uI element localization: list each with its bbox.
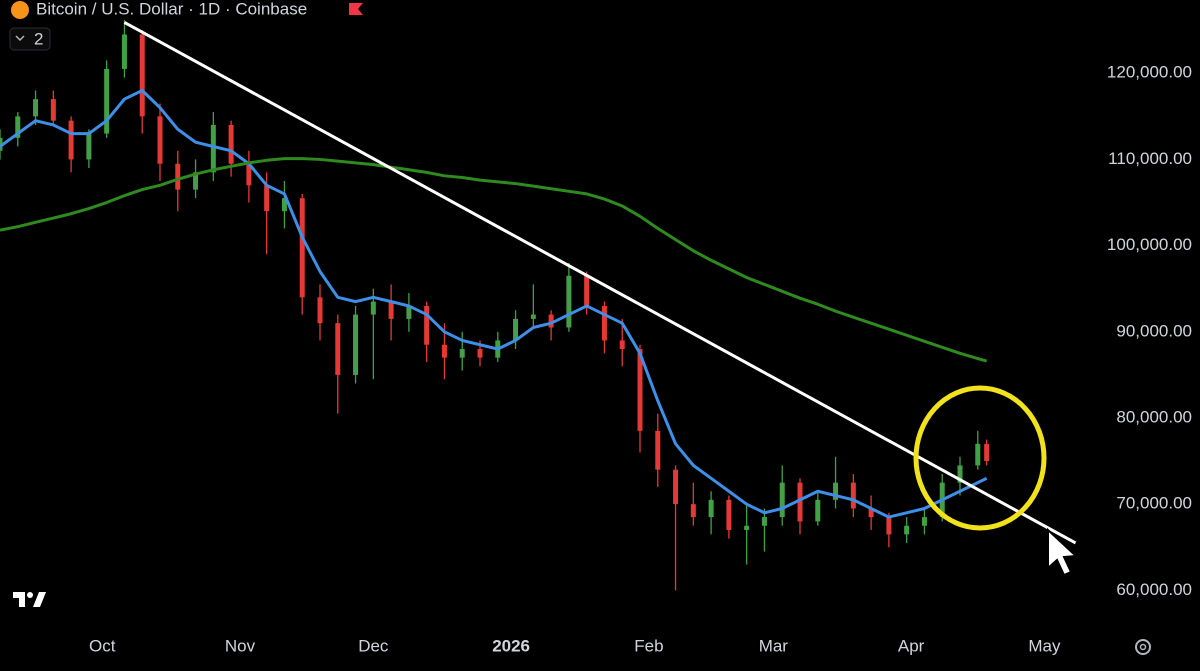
candle-body: [121, 34, 127, 69]
x-tick-label: Feb: [634, 636, 663, 655]
candle-body: [886, 517, 892, 535]
x-tick-label: May: [1028, 636, 1061, 655]
y-tick-label: 80,000.00: [1116, 407, 1192, 426]
tradingview-logo: [13, 592, 46, 607]
candle-body: [655, 430, 661, 470]
chevron-icon: [15, 35, 25, 42]
candle-body: [406, 305, 412, 319]
candle-body: [548, 314, 554, 328]
candle-body: [619, 340, 625, 350]
moving-average-line: [0, 88, 988, 519]
indicator-count: 2: [34, 29, 43, 48]
candle-body: [984, 443, 990, 462]
y-tick-label: 110,000.00: [1108, 149, 1192, 168]
candle-body: [477, 349, 483, 358]
candle-body: [850, 482, 856, 509]
candle-body: [68, 120, 74, 160]
candle-body: [975, 443, 981, 466]
y-tick-label: 120,000.00: [1107, 63, 1192, 82]
candle-body: [957, 465, 963, 483]
candle-body: [388, 301, 394, 319]
moving-average-line: [0, 157, 988, 363]
candle-body: [424, 305, 430, 345]
chart-title: Bitcoin / U.S. Dollar · 1D · Coinbase: [36, 0, 307, 18]
x-tick-label: Dec: [358, 636, 389, 655]
candle-body: [33, 99, 39, 117]
candle-body: [744, 525, 750, 531]
candle-body: [299, 198, 305, 298]
candle-body: [228, 124, 234, 164]
candle-body: [370, 301, 376, 315]
candle-body: [15, 116, 21, 138]
candle-body: [584, 275, 590, 306]
candle-body: [175, 163, 181, 190]
candle-body: [779, 482, 785, 518]
x-tick-label: Oct: [89, 636, 116, 655]
candle-body: [317, 297, 323, 324]
candle-body: [157, 116, 163, 164]
candle-body: [193, 172, 199, 190]
x-tick-label: Nov: [225, 636, 256, 655]
cursor-icon: [1047, 527, 1079, 577]
y-tick-label: 70,000.00: [1116, 494, 1192, 513]
candle-body: [139, 34, 145, 117]
x-tick-label: Mar: [759, 636, 789, 655]
indicator-badge[interactable]: [9, 27, 51, 51]
candle-body: [690, 504, 696, 518]
highlight-circle: [913, 385, 1047, 531]
candle-body: [335, 323, 341, 375]
candle-body: [726, 499, 732, 531]
candle-body: [904, 525, 910, 535]
candle-body: [513, 318, 519, 341]
flag-icon: [349, 3, 363, 15]
candle-body: [797, 482, 803, 522]
candle-body: [868, 508, 874, 518]
candle-body: [86, 133, 92, 160]
candle-body: [459, 349, 465, 358]
candle-body: [601, 305, 607, 341]
candle-body: [921, 517, 927, 526]
candle-body: [281, 198, 287, 212]
settings-icon[interactable]: [1135, 639, 1151, 655]
candle-body: [441, 344, 447, 358]
candle-body: [264, 185, 270, 212]
bitcoin-icon: [11, 1, 29, 19]
x-tick-label: 2026: [492, 636, 530, 655]
y-tick-label: 100,000.00: [1107, 235, 1192, 254]
candle-body: [637, 349, 643, 431]
candle-body: [673, 469, 679, 505]
candle-body: [104, 68, 110, 134]
candle-body: [566, 275, 572, 328]
candle-body: [353, 314, 359, 375]
y-tick-label: 90,000.00: [1116, 321, 1192, 340]
candle-body: [815, 499, 821, 522]
candle-body: [50, 99, 56, 121]
candle-body: [530, 314, 536, 319]
candle-body: [708, 499, 714, 518]
candle-body: [246, 163, 252, 186]
x-tick-label: Apr: [898, 636, 925, 655]
candle-body: [761, 517, 767, 526]
candle-body: [210, 124, 216, 173]
candle-body: [833, 482, 839, 500]
y-tick-label: 60,000.00: [1116, 580, 1192, 599]
